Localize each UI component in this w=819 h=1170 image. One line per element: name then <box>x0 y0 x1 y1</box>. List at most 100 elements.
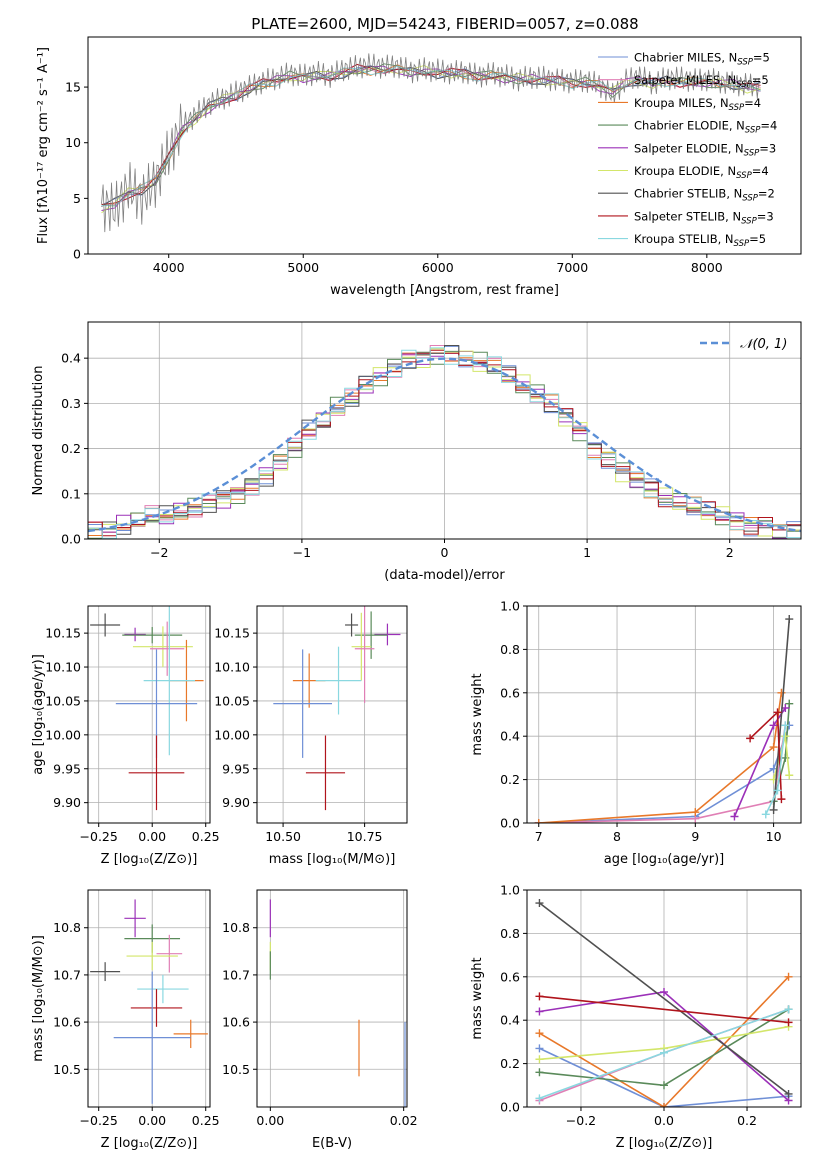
x-axis-label: E(B-V) <box>312 1136 352 1151</box>
y-tick-label: 10.00 <box>214 727 250 742</box>
y-tick-label: 10.8 <box>53 920 81 935</box>
y-tick-label: 0.0 <box>500 816 520 831</box>
y-tick-label: 0.4 <box>500 1013 520 1028</box>
point-marker-kroupa_miles <box>777 688 786 697</box>
axes-frame <box>87 889 211 1108</box>
panel-weight-vs-Z: −0.2 0.0 0.2 0.0 0.2 0.4 0.6 0.8 1.0 Z [log₁₀(Z/Z… <box>470 883 802 1151</box>
y-tick-label: 0.0 <box>500 1100 520 1115</box>
y-tick-label: 10.15 <box>45 626 81 641</box>
y-tick-label: 0.6 <box>500 685 520 700</box>
x-tick-label: −0.2 <box>566 1113 596 1128</box>
point-marker-kroupa_stelib <box>761 810 770 819</box>
legend-label-salpeter_miles: Salpeter MILES, NSSP=5 <box>634 73 769 90</box>
plot-area-weight-vs-age <box>534 615 794 823</box>
x-axis-label: Z [log₁₀(Z/Z⊙)] <box>101 1136 198 1151</box>
x-tick-label: 8 <box>613 829 621 844</box>
point-marker-salpeter_stelib <box>784 1018 793 1027</box>
y-axis-label: age [log₁₀(age/yr)] <box>31 654 46 775</box>
y-axis-label: mass [log₁₀(M/M⊙)] <box>31 935 46 1062</box>
panel-weight-vs-age: 7 8 9 10 0.0 0.2 0.4 0.6 0.8 1.0 age [log₁₀(age/yr… <box>470 599 802 867</box>
x-tick-label: 9 <box>691 829 699 844</box>
x-tick-label: 0.0 <box>654 1113 674 1128</box>
panel-spectrum: 4000 5000 6000 7000 8000 0 5 10 15 wavelength [An… <box>36 36 802 298</box>
y-tick-label: 0.2 <box>500 1056 520 1071</box>
plot-area-mass-vs-Z <box>90 899 208 1104</box>
x-tick-label: 4000 <box>153 260 185 275</box>
y-tick-label: 0.2 <box>61 441 81 456</box>
plot-area-residuals <box>88 345 801 539</box>
x-axis-label: Z [log₁₀(Z/Z⊙)] <box>101 852 198 867</box>
x-axis-label: (data-model)/error <box>384 568 505 583</box>
x-tick-label: 0.25 <box>192 1113 220 1128</box>
axes-frame <box>256 605 408 824</box>
x-axis-label: wavelength [Angstrom, rest frame] <box>330 283 559 298</box>
point-marker-chabrier_stelib <box>535 899 544 908</box>
y-tick-label: 10.7 <box>222 967 250 982</box>
x-tick-label: −1 <box>293 545 311 560</box>
y-tick-label: 1.0 <box>500 883 520 898</box>
panel-age-vs-Z: −0.25 0.00 0.25 9.90 9.95 10.00 10.05 10.10 10.1… <box>31 605 220 867</box>
panel-mass-vs-Z: −0.25 0.00 0.25 10.5 10.6 10.7 10.8 Z [log₁₀(Z/… <box>31 889 220 1151</box>
y-tick-label: 10.7 <box>53 967 81 982</box>
y-axis-label: mass weight <box>470 957 485 1039</box>
y-axis-label: Flux [fλ10⁻¹⁷ erg cm⁻² s⁻¹ A⁻¹] <box>36 47 51 244</box>
legend-label-salpeter_elodie: Salpeter ELODIE, NSSP=3 <box>634 141 776 158</box>
point-marker-kroupa_stelib <box>660 1048 668 1057</box>
point-marker-salpeter_elodie <box>769 721 778 730</box>
normal-curve-line <box>88 357 801 533</box>
y-tick-label: 0.6 <box>500 969 520 984</box>
legend-label-chabrier_stelib: Chabrier STELIB, NSSP=2 <box>634 187 775 204</box>
y-tick-label: 0.1 <box>61 486 81 501</box>
x-axis-label: mass [log₁₀(M/M⊙)] <box>269 852 396 867</box>
y-tick-label: 10.5 <box>222 1062 250 1077</box>
x-tick-label: 0.02 <box>390 1113 418 1128</box>
x-tick-label: 1 <box>583 545 591 560</box>
point-marker-kroupa_stelib <box>781 721 790 730</box>
y-tick-label: 10.00 <box>45 727 81 742</box>
plot-area-mass-vs-ebv <box>269 899 406 1107</box>
y-tick-label: 0.4 <box>500 729 520 744</box>
x-tick-label: 0.00 <box>138 1113 166 1128</box>
x-tick-label: 7000 <box>556 260 588 275</box>
figure-title: PLATE=2600, MJD=54243, FIBERID=0057, z=0… <box>251 15 638 33</box>
legend-label-kroupa_stelib: Kroupa STELIB, NSSP=5 <box>634 232 766 249</box>
y-tick-label: 0.8 <box>500 642 520 657</box>
series-line-chabrier_stelib <box>772 618 791 811</box>
x-tick-label: −0.25 <box>80 829 118 844</box>
point-marker-kroupa_miles <box>784 972 793 981</box>
point-marker-kroupa_miles <box>691 808 700 817</box>
point-marker-kroupa_miles <box>660 1103 668 1107</box>
x-tick-label: 0.25 <box>192 829 220 844</box>
point-marker-chabrier_stelib <box>769 805 778 814</box>
point-marker-chabrier_stelib <box>784 1089 793 1098</box>
x-tick-label: 0 <box>441 545 449 560</box>
y-tick-label: 9.95 <box>53 761 81 776</box>
point-marker-kroupa_elodie <box>785 771 794 780</box>
axes-frame <box>87 36 802 255</box>
point-marker-salpeter_elodie <box>660 987 668 996</box>
x-tick-label: 0.00 <box>138 829 166 844</box>
y-tick-label: 15 <box>65 80 81 95</box>
point-marker-kroupa_miles <box>535 1029 544 1038</box>
y-tick-label: 9.95 <box>222 761 250 776</box>
y-tick-label: 0.0 <box>61 532 81 547</box>
point-marker-kroupa_miles <box>769 743 778 752</box>
point-marker-chabrier_elodie <box>660 1081 668 1090</box>
plot-area-weight-vs-Z <box>535 899 793 1107</box>
x-tick-label: 0.2 <box>737 1113 757 1128</box>
point-marker-kroupa_stelib <box>773 786 782 795</box>
x-axis-label: age [log₁₀(age/yr)] <box>604 852 725 867</box>
x-tick-label: 5000 <box>287 260 319 275</box>
legend-label-chabrier_elodie: Chabrier ELODIE, NSSP=4 <box>634 119 777 136</box>
x-tick-label: 8000 <box>691 260 723 275</box>
x-tick-label: 7 <box>535 829 543 844</box>
x-tick-label: 10.75 <box>347 829 383 844</box>
panel-age-vs-mass: 10.50 10.75 9.90 9.95 10.00 10.05 10.10 10.15 ma… <box>214 605 408 867</box>
point-marker-kroupa_stelib <box>784 1005 793 1014</box>
y-tick-label: 0.3 <box>61 396 81 411</box>
plot-area-spectrum <box>101 53 761 233</box>
y-tick-label: 10.6 <box>53 1015 81 1030</box>
point-marker-chabrier_stelib <box>785 615 794 624</box>
